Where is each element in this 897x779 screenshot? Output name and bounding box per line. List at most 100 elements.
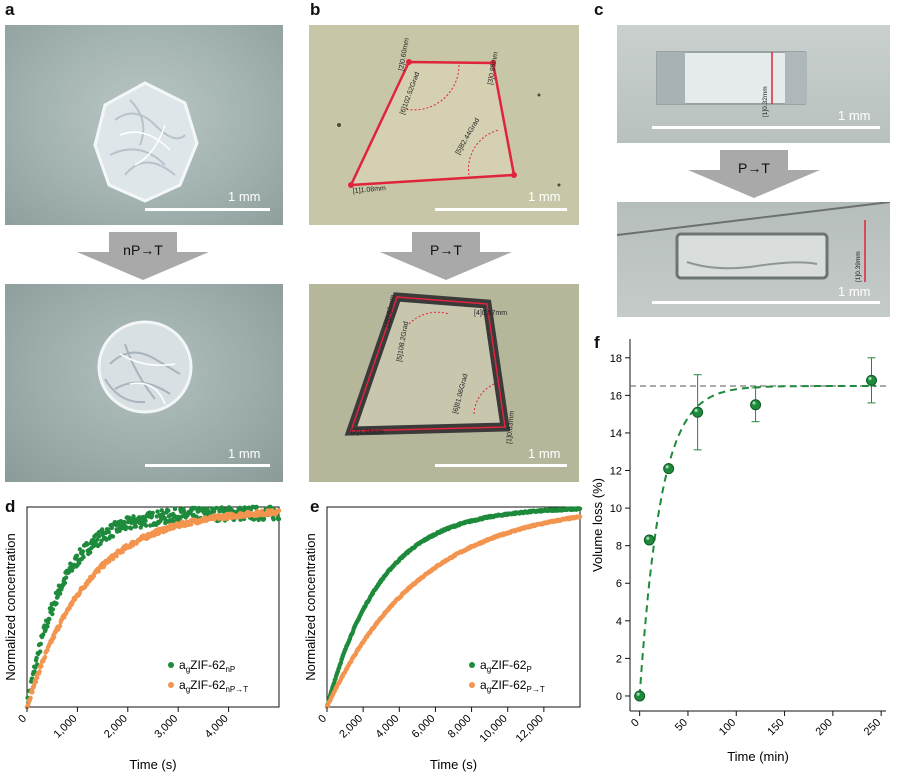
- data-point: [32, 683, 37, 688]
- data-point: [150, 510, 155, 516]
- data-point: [50, 611, 55, 617]
- legend-label: agZIF-62nP: [179, 658, 235, 674]
- data-point: [51, 635, 57, 640]
- x-tick-label: 200: [814, 717, 835, 738]
- data-point-highlight: [752, 401, 756, 405]
- data-point: [122, 519, 127, 525]
- data-point: [33, 665, 38, 670]
- data-point: [276, 516, 282, 522]
- crystal-bottom-image: [97, 320, 193, 414]
- data-point: [261, 516, 267, 522]
- panel-c-photo-top: [1]0.32mm: [617, 25, 890, 143]
- data-point: [155, 509, 160, 514]
- scale-label-c-bottom: 1 mm: [838, 284, 871, 299]
- scale-bar-a-top: [145, 208, 270, 211]
- data-point: [38, 641, 43, 647]
- x-tick-label: 2,000: [337, 713, 365, 741]
- series-0: [324, 506, 583, 709]
- data-point: [63, 575, 69, 580]
- x-tick-label: 250: [862, 717, 883, 738]
- legend-marker: [469, 662, 475, 668]
- chart-f: 0 2 4 6 8 10 12 14 16 18 0 50 100 150 200 250 Time (min)…: [590, 339, 886, 764]
- data-point: [663, 463, 675, 475]
- x-tick-label: 2,000: [102, 713, 130, 741]
- b-top-meas-2: [3]0.85mm: [487, 51, 500, 85]
- data-point-highlight: [636, 692, 640, 696]
- scale-bar-c-bottom: [652, 301, 880, 304]
- arrow-a-label: nP→T: [123, 242, 163, 258]
- scale-bar-a-bottom: [145, 464, 270, 467]
- plot-frame: [26, 506, 280, 708]
- x-tick-label: 12,000: [514, 713, 546, 745]
- panel-c-photo-bottom: [1]0.39mm: [617, 202, 890, 317]
- scale-label-b-bottom: 1 mm: [528, 446, 561, 461]
- legend-marker: [469, 682, 475, 688]
- legend-label: agZIF-62P→T: [480, 678, 545, 694]
- scale-label-a-top: 1 mm: [228, 189, 261, 204]
- b-bottom-meas-6: [2]1.05mm: [351, 429, 384, 436]
- y-tick-label: 2: [616, 653, 622, 665]
- data-point-highlight: [646, 536, 650, 540]
- y-tick-label: 18: [610, 353, 622, 365]
- data-point: [54, 601, 59, 606]
- x-tick-label: 10,000: [478, 713, 510, 745]
- scale-bar-c-top: [652, 126, 880, 129]
- data-point: [271, 517, 276, 522]
- x-tick-label: 1,000: [52, 713, 80, 741]
- data-point-highlight: [665, 465, 669, 469]
- data-point-highlight: [868, 376, 872, 381]
- data-point: [55, 594, 60, 599]
- data-point: [33, 679, 39, 685]
- data-point: [166, 508, 171, 513]
- y-axis-label: Volume loss (%): [590, 478, 605, 572]
- plot-frame: [326, 506, 581, 708]
- data-point: [39, 664, 44, 669]
- x-tick-label: 50: [673, 717, 690, 734]
- legend-marker: [168, 662, 174, 668]
- data-point: [254, 504, 259, 510]
- data-point: [95, 537, 100, 542]
- x-tick-label: 3,000: [152, 713, 180, 741]
- scale-label-c-top: 1 mm: [838, 108, 871, 123]
- data-point: [74, 553, 80, 558]
- crystal-c-bottom-image: [1]0.39mm: [617, 202, 890, 282]
- data-point: [38, 649, 43, 654]
- data-point: [45, 624, 50, 629]
- data-point: [97, 534, 102, 539]
- data-point: [81, 554, 86, 560]
- arrow-a: nP→T: [77, 232, 209, 280]
- data-point: [37, 669, 42, 674]
- x-tick-label: 100: [717, 717, 738, 738]
- panel-a-photo-top: [5, 25, 283, 225]
- data-point: [88, 550, 93, 555]
- data-point: [110, 534, 116, 539]
- scale-label-a-bottom: 1 mm: [228, 446, 261, 461]
- panel-e-label: e: [310, 497, 320, 516]
- data-point: [577, 506, 583, 511]
- panel-d-label: d: [5, 497, 16, 516]
- crystal-c-top-image: [1]0.32mm: [656, 51, 807, 117]
- fit-curve: [638, 385, 877, 697]
- x-tick-label: 150: [765, 717, 786, 738]
- arrow-c: P→T: [688, 150, 820, 198]
- data-point: [634, 690, 646, 702]
- chart-d: 0 1,000 2,000 3,000 4,000 Time (s) Normalized …: [3, 504, 282, 772]
- data-point: [131, 514, 136, 519]
- panel-b-photo-top: [2]0.60mm [3]0.85mm [6]102.52Grad [5]82.…: [309, 25, 579, 225]
- y-tick-label: 4: [616, 616, 622, 628]
- series-1: [24, 508, 282, 710]
- y-axis-label: Normalized concentration: [3, 533, 18, 680]
- crystal-top-image: [93, 81, 199, 203]
- data-point: [35, 675, 40, 680]
- x-tick-label: 0: [16, 713, 29, 726]
- data-point: [84, 542, 90, 547]
- x-axis-label: Time (min): [727, 749, 789, 764]
- data-point: [57, 591, 63, 596]
- crystal-b-bottom-image: [3]0.60mm [4]0.57mm [5]108.2Grad [6]81.0…: [344, 292, 516, 444]
- x-tick-label: 4,000: [203, 713, 231, 741]
- x-axis-label: Time (s): [129, 757, 176, 772]
- data-point: [30, 690, 35, 695]
- b-bottom-meas-5: [1]0.83mm: [506, 410, 516, 444]
- data-point: [866, 374, 878, 386]
- arrow-b-label: P→T: [430, 242, 462, 258]
